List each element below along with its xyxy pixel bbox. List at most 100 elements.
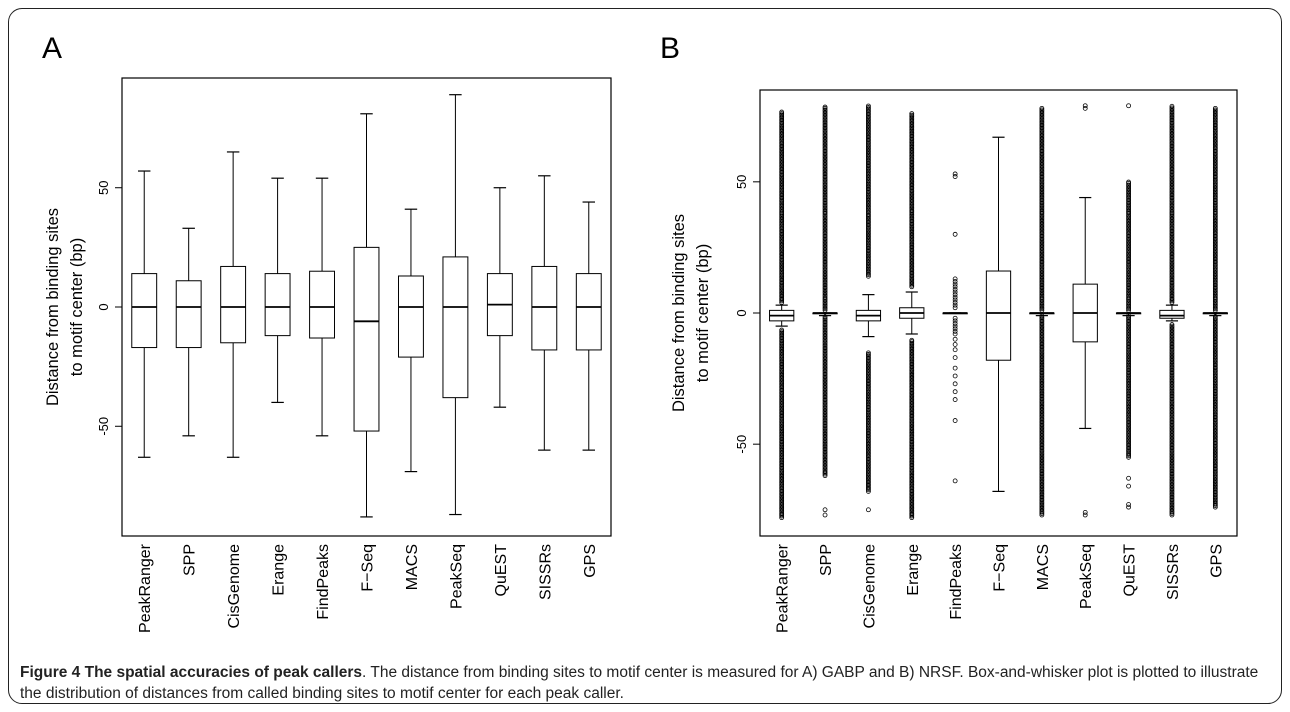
box-iqr — [353, 246, 380, 432]
outlier-point — [952, 302, 958, 308]
outlier-point — [952, 279, 958, 284]
outlier-point — [909, 161, 915, 167]
outlier-point — [1126, 369, 1131, 375]
outlier-point — [779, 116, 785, 122]
outlier-point — [1039, 113, 1045, 119]
outlier-point — [779, 166, 785, 171]
outlier-point — [909, 352, 915, 358]
outlier-point — [866, 236, 871, 242]
outlier-point — [1169, 242, 1175, 248]
outlier-point — [866, 105, 871, 110]
outlier-point — [952, 389, 958, 395]
outlier-point — [1039, 270, 1045, 276]
outlier-point — [866, 458, 871, 464]
outlier-point — [1126, 341, 1131, 346]
outlier-point — [866, 253, 871, 259]
outlier-point — [822, 215, 828, 221]
outlier-point — [822, 359, 828, 365]
outlier-point — [1126, 194, 1131, 199]
outlier-point — [822, 199, 828, 205]
outlier-point — [1169, 142, 1175, 148]
outlier-point — [909, 395, 915, 401]
outlier-point — [1039, 110, 1045, 116]
outlier-point — [1039, 341, 1045, 346]
outlier-point — [909, 141, 915, 147]
outlier-point — [866, 151, 871, 157]
outlier-point — [1126, 292, 1131, 298]
outlier-point — [909, 378, 915, 384]
outlier-point — [822, 136, 828, 142]
outlier-point — [1039, 416, 1045, 421]
outlier-point — [1039, 197, 1045, 202]
category-label: GPS — [1208, 544, 1225, 578]
outlier-point — [1169, 105, 1175, 111]
outlier-point — [779, 386, 785, 392]
outlier-point — [1126, 221, 1131, 227]
outlier-point — [1169, 194, 1175, 200]
outlier-point — [1039, 485, 1045, 491]
outlier-point — [822, 124, 828, 130]
outlier-point — [1039, 302, 1045, 308]
outlier-point — [1126, 215, 1131, 221]
outlier-point — [1039, 398, 1045, 404]
outlier-point — [822, 448, 828, 454]
figure-frame — [8, 8, 1282, 704]
outlier-point — [1039, 244, 1045, 250]
outlier-point — [952, 294, 958, 300]
outlier-point — [1169, 335, 1175, 341]
outlier-point — [779, 441, 785, 447]
outlier-point — [1126, 343, 1131, 349]
outlier-point — [1169, 131, 1175, 137]
outlier-point — [822, 264, 828, 270]
outlier-point — [866, 113, 871, 119]
outlier-point — [909, 243, 915, 249]
outlier-point — [909, 118, 915, 124]
outlier-point — [909, 389, 915, 395]
outlier-point — [1126, 450, 1131, 456]
outlier-point — [1126, 430, 1131, 436]
outlier-point — [1169, 488, 1175, 494]
outlier-point — [909, 281, 915, 287]
outlier-point — [1126, 416, 1131, 421]
outlier-point — [1212, 442, 1218, 448]
outlier-point — [909, 249, 915, 255]
outlier-point — [1169, 209, 1175, 215]
outlier-point — [1212, 338, 1218, 344]
outlier-point — [909, 467, 915, 473]
outlier-point — [822, 318, 828, 324]
outlier-point — [1212, 367, 1218, 373]
outlier-point — [1039, 182, 1045, 188]
outlier-point — [1039, 364, 1045, 369]
outlier-point — [779, 206, 785, 212]
outlier-point — [1082, 512, 1088, 518]
outlier-point — [1039, 329, 1045, 335]
outlier-point — [866, 142, 871, 148]
outlier-point — [779, 456, 785, 462]
outlier-point — [822, 451, 828, 457]
outlier-point — [1039, 482, 1045, 488]
outlier-point — [1039, 179, 1045, 185]
outlier-point — [1212, 405, 1218, 411]
outlier-point — [822, 116, 828, 121]
outlier-point — [1039, 145, 1045, 150]
outlier-point — [1212, 359, 1218, 364]
outlier-point — [909, 349, 915, 355]
box-iqr — [398, 275, 424, 358]
outlier-point — [779, 375, 785, 381]
outlier-point — [1039, 439, 1045, 444]
outlier-point — [822, 330, 828, 336]
outlier-point — [779, 447, 785, 453]
outlier-point — [866, 211, 871, 217]
outlier-point — [779, 479, 785, 485]
outlier-point — [909, 226, 915, 232]
outlier-point — [1039, 284, 1045, 290]
outlier-point — [779, 508, 785, 513]
outlier-point — [909, 130, 915, 135]
outlier-point — [1212, 390, 1218, 396]
outlier-point — [1126, 358, 1131, 364]
outlier-point — [1212, 364, 1218, 370]
outlier-point — [822, 162, 828, 168]
outlier-point — [1039, 295, 1045, 300]
outlier-point — [952, 321, 958, 326]
outlier-point — [822, 302, 828, 308]
